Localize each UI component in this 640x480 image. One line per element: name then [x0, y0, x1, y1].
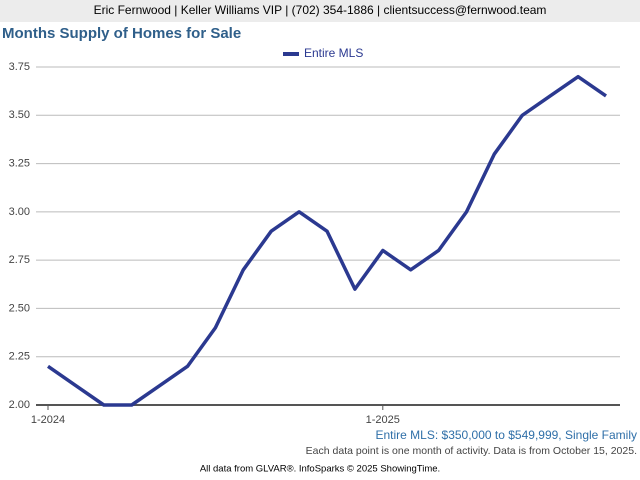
y-tick-label: 3.50 [9, 109, 30, 121]
y-tick-label: 2.25 [9, 351, 30, 363]
header-bar [0, 0, 640, 22]
note: Each data point is one month of activity… [306, 445, 637, 457]
y-tick-label: 2.75 [9, 254, 30, 266]
y-tick-label: 2.00 [9, 399, 30, 411]
x-tick-label: 1-2025 [366, 414, 400, 426]
line [47, 74, 607, 407]
footer: All data from GLVAR®. InfoSparks © 2025 … [200, 464, 440, 475]
header-text: Eric Fernwood | Keller Williams VIP | (7… [94, 3, 547, 17]
chart-title: Months Supply of Homes for Sale [2, 25, 241, 42]
x-tick-label: 1-2024 [31, 414, 65, 426]
y-tick-label: 3.25 [9, 157, 30, 169]
legend-label: Entire MLS [304, 46, 363, 60]
y-tick-label: 3.75 [9, 61, 30, 73]
y-tick-label: 3.00 [9, 206, 30, 218]
subtitle: Entire MLS: $350,000 to $549,999, Single… [376, 428, 638, 442]
y-tick-label: 2.50 [9, 302, 30, 314]
